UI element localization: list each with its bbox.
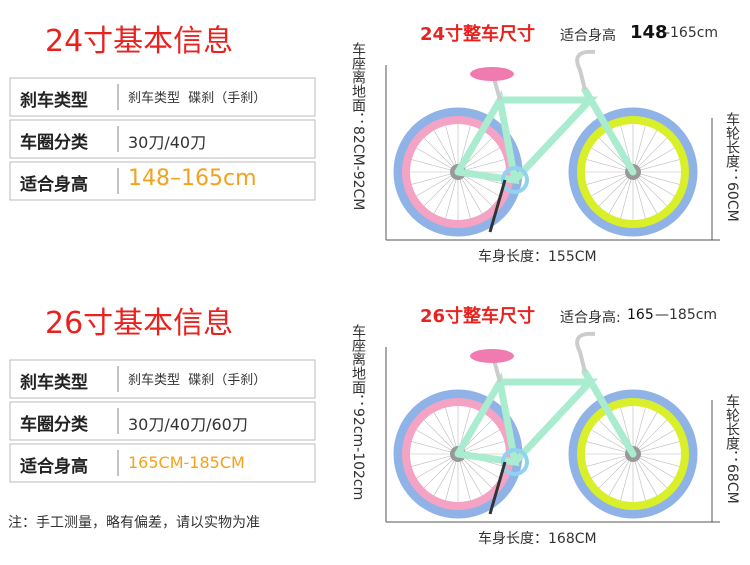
spoke — [620, 453, 634, 501]
frame — [454, 368, 637, 467]
spoke — [586, 441, 634, 455]
rim — [577, 398, 689, 510]
spoke — [632, 130, 658, 173]
spoke — [608, 171, 634, 214]
row-box — [9, 119, 316, 159]
spoke — [457, 171, 483, 214]
height-to: –165cm — [663, 25, 719, 41]
spoke — [632, 453, 646, 501]
chainring — [501, 166, 529, 194]
spoke — [632, 419, 668, 455]
spoke — [457, 171, 493, 207]
spoke — [598, 171, 634, 207]
section-title: 26寸基本信息 — [45, 306, 234, 341]
row-label: 车圈分类 — [20, 415, 88, 435]
seat-post — [492, 77, 502, 101]
spoke — [598, 453, 634, 489]
kickstand — [488, 461, 507, 515]
spoke — [632, 407, 646, 455]
spoke — [591, 429, 634, 455]
spoke — [591, 147, 634, 173]
spoke — [445, 453, 459, 501]
height-from: 148 — [630, 22, 668, 43]
seat-height: 车座离地面：82CM-92CM — [350, 42, 366, 211]
seat-post — [492, 359, 502, 383]
height-label: 适合身高 — [560, 28, 616, 44]
spoke — [423, 453, 459, 489]
tire — [568, 389, 698, 519]
row-label: 刹车类型 — [20, 373, 88, 393]
spoke — [632, 171, 658, 214]
spoke — [586, 171, 634, 185]
body-length: 车身长度：155CM — [478, 249, 597, 265]
spoke — [457, 453, 471, 501]
spoke — [586, 159, 634, 173]
spoke — [411, 171, 459, 185]
row-label: 刹车类型 — [20, 91, 88, 111]
wheel-size: 车轮长度：60CM — [724, 112, 740, 222]
note: 注：手工测量，略有偏差，请以实物为准 — [8, 515, 260, 531]
diagram-title: 26寸整车尺寸 — [420, 306, 536, 327]
height-to: —185cm — [655, 307, 718, 323]
height-label: 适合身高: — [560, 310, 621, 326]
spoke — [632, 429, 675, 455]
spoke — [632, 171, 675, 197]
saddle — [470, 349, 514, 363]
row-label: 适合身高 — [20, 175, 88, 195]
row-box — [9, 161, 316, 201]
spoke — [632, 159, 680, 173]
diagram-title: 24寸整车尺寸 — [420, 24, 536, 45]
section-title: 24寸基本信息 — [45, 24, 234, 59]
spoke — [632, 171, 680, 185]
rim — [577, 116, 689, 228]
row-value: 30刀/40刀 — [128, 133, 207, 152]
spoke — [591, 171, 634, 197]
frame — [454, 86, 637, 185]
tire — [568, 107, 698, 237]
row-label: 车圈分类 — [20, 133, 88, 153]
spoke — [411, 441, 459, 455]
handlebar — [575, 331, 596, 373]
spoke — [433, 130, 459, 173]
spoke — [591, 453, 634, 479]
spoke — [445, 407, 459, 455]
row-value: 148–165cm — [128, 166, 257, 191]
spoke — [632, 453, 675, 479]
handlebar — [575, 49, 596, 91]
kickstand — [488, 179, 507, 233]
spoke — [632, 453, 668, 489]
chainring — [501, 448, 529, 476]
saddle — [470, 67, 514, 81]
spoke — [423, 171, 459, 207]
row-box — [9, 359, 316, 399]
row-value: 刹车类型 碟刹（手刹） — [128, 373, 267, 388]
row-box — [9, 401, 316, 441]
spoke — [423, 137, 459, 173]
spoke — [632, 137, 668, 173]
spoke — [457, 453, 493, 489]
spoke — [586, 453, 634, 467]
height-from: 165 — [627, 307, 654, 323]
spoke — [433, 171, 459, 214]
row-box — [9, 77, 316, 117]
row-value: 30刀/40刀/60刀 — [128, 415, 248, 434]
row-label: 适合身高 — [20, 457, 88, 477]
spoke — [423, 419, 459, 455]
spoke — [632, 453, 680, 467]
spoke — [632, 171, 668, 207]
row-value: 165CM-185CM — [128, 453, 245, 472]
row-value: 刹车类型 碟刹（手刹） — [128, 91, 267, 106]
spoke — [632, 441, 680, 455]
wheel-size: 车轮长度：68CM — [724, 394, 740, 504]
body-length: 车身长度：168CM — [478, 531, 597, 547]
spoke — [411, 159, 459, 173]
spoke — [411, 453, 459, 467]
spoke — [632, 147, 675, 173]
row-box — [9, 443, 316, 483]
seat-height: 车座离地面：92cm-102cm — [350, 324, 366, 501]
